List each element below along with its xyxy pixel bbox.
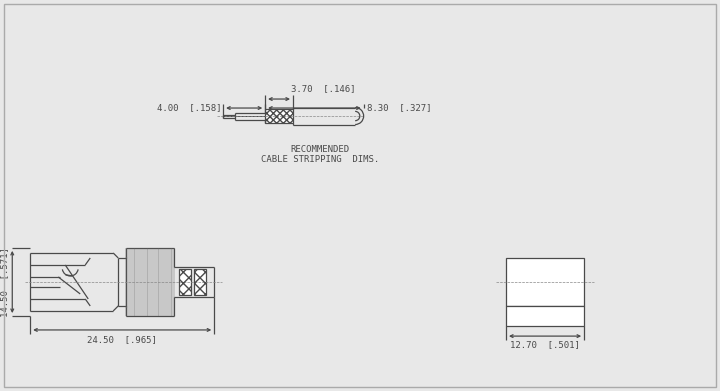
Text: 8.30  [.327]: 8.30 [.327] [366,104,431,113]
Text: 3.70  [.146]: 3.70 [.146] [291,84,356,93]
Text: RECOMMENDED: RECOMMENDED [291,145,350,154]
Bar [265,109,293,123]
Text: 14.50  [.571]: 14.50 [.571] [0,247,9,317]
Bar [179,269,192,295]
Bar [265,109,293,123]
Bar [194,269,206,295]
Bar [506,258,584,306]
Bar [506,306,584,326]
Text: CABLE STRIPPING  DIMS.: CABLE STRIPPING DIMS. [261,155,379,164]
Bar [194,269,206,295]
Text: 4.00  [.158]: 4.00 [.158] [157,104,221,113]
Text: 12.70  [.501]: 12.70 [.501] [510,340,580,349]
Bar [179,269,192,295]
Text: 24.50  [.965]: 24.50 [.965] [87,335,157,344]
